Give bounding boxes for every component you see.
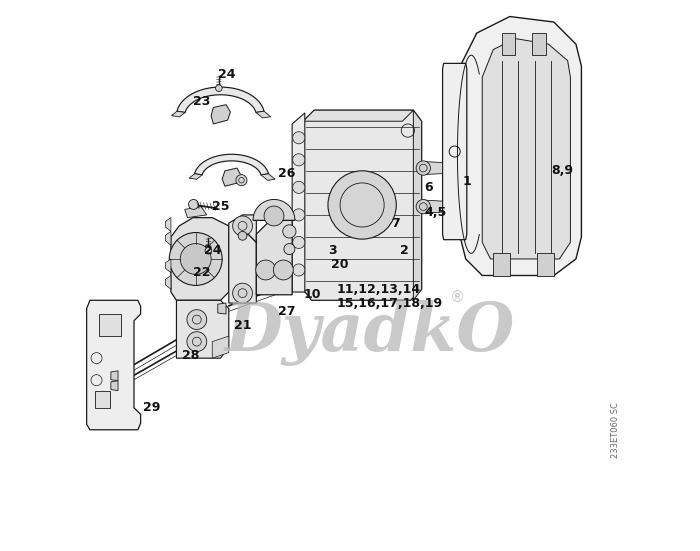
Circle shape <box>293 209 304 221</box>
Polygon shape <box>303 110 421 300</box>
Circle shape <box>328 171 396 239</box>
Circle shape <box>293 132 304 144</box>
Polygon shape <box>111 381 118 391</box>
Polygon shape <box>111 371 118 381</box>
Text: 25: 25 <box>212 200 230 213</box>
Polygon shape <box>185 207 206 218</box>
Circle shape <box>232 216 253 236</box>
Polygon shape <box>253 199 295 220</box>
Text: 6: 6 <box>424 181 433 194</box>
Polygon shape <box>87 300 141 430</box>
Polygon shape <box>442 63 467 240</box>
Polygon shape <box>211 105 230 124</box>
Circle shape <box>416 161 430 175</box>
Polygon shape <box>212 336 229 358</box>
Polygon shape <box>172 111 185 117</box>
Circle shape <box>293 264 304 276</box>
Circle shape <box>284 244 295 255</box>
Polygon shape <box>165 231 171 245</box>
Polygon shape <box>532 33 545 55</box>
Polygon shape <box>482 39 570 259</box>
Circle shape <box>187 310 206 329</box>
Polygon shape <box>176 300 229 358</box>
Polygon shape <box>195 154 269 175</box>
Text: 8,9: 8,9 <box>551 164 573 177</box>
Polygon shape <box>177 87 264 112</box>
Polygon shape <box>256 220 292 295</box>
Circle shape <box>181 244 211 274</box>
Circle shape <box>236 175 247 186</box>
Circle shape <box>293 154 304 166</box>
Polygon shape <box>414 110 421 300</box>
Circle shape <box>264 206 284 226</box>
Polygon shape <box>218 303 226 314</box>
Polygon shape <box>165 218 171 231</box>
Text: 28: 28 <box>182 349 199 362</box>
Text: 3: 3 <box>328 244 337 257</box>
Text: 24: 24 <box>218 68 235 81</box>
Polygon shape <box>460 17 582 276</box>
Circle shape <box>274 260 293 280</box>
Polygon shape <box>99 314 121 336</box>
Text: 26: 26 <box>279 167 295 180</box>
Polygon shape <box>292 113 304 292</box>
Circle shape <box>238 231 247 240</box>
Text: 20: 20 <box>330 258 348 271</box>
Polygon shape <box>95 391 111 408</box>
Text: 21: 21 <box>234 318 251 332</box>
Polygon shape <box>501 33 515 55</box>
Polygon shape <box>538 253 554 276</box>
Circle shape <box>169 233 222 285</box>
Text: ®: ® <box>450 290 465 305</box>
Polygon shape <box>494 253 510 276</box>
Text: 24: 24 <box>204 244 221 257</box>
Polygon shape <box>165 276 171 289</box>
Circle shape <box>188 199 199 209</box>
Polygon shape <box>421 161 442 175</box>
Polygon shape <box>189 174 202 179</box>
Text: 7: 7 <box>391 217 400 230</box>
Polygon shape <box>222 168 241 186</box>
Text: 2: 2 <box>400 244 408 257</box>
Text: 233ET060 SC: 233ET060 SC <box>611 402 620 458</box>
Text: DyadkO: DyadkO <box>224 300 514 366</box>
Polygon shape <box>421 200 442 213</box>
Circle shape <box>293 181 304 193</box>
Text: 11,12,13,14: 11,12,13,14 <box>336 283 420 296</box>
Circle shape <box>205 247 211 254</box>
Circle shape <box>187 332 206 352</box>
Circle shape <box>416 199 430 214</box>
Text: 29: 29 <box>144 401 161 414</box>
Polygon shape <box>171 218 229 300</box>
Text: 4,5: 4,5 <box>424 206 447 219</box>
Circle shape <box>283 225 296 238</box>
Text: 10: 10 <box>303 288 321 301</box>
Polygon shape <box>303 110 414 121</box>
Text: 15,16,17,18,19: 15,16,17,18,19 <box>336 296 442 310</box>
Circle shape <box>293 236 304 249</box>
Text: 22: 22 <box>193 266 211 279</box>
Polygon shape <box>229 215 256 303</box>
Polygon shape <box>261 174 275 180</box>
Circle shape <box>232 283 253 303</box>
Circle shape <box>256 260 276 280</box>
Text: 1: 1 <box>463 175 472 188</box>
Text: 27: 27 <box>279 305 296 318</box>
Text: 23: 23 <box>193 95 210 109</box>
Polygon shape <box>256 111 271 118</box>
Circle shape <box>216 85 222 91</box>
Polygon shape <box>165 259 171 273</box>
